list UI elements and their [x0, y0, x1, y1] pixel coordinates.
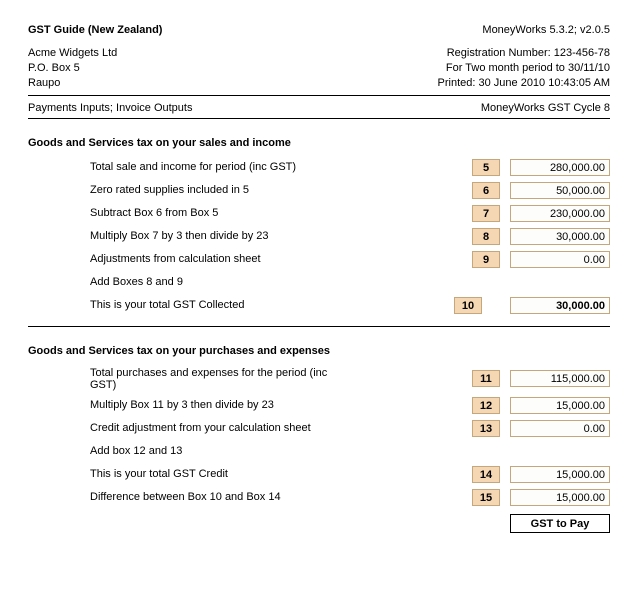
registration-number: Registration Number: 123-456-78: [438, 46, 610, 61]
header-info-row: Acme Widgets Ltd P.O. Box 5 Raupo Regist…: [28, 46, 610, 91]
divider: [28, 95, 610, 96]
box-value: 15,000.00: [510, 466, 610, 483]
box-value: 30,000.00: [510, 297, 610, 314]
result-box: GST to Pay: [510, 514, 610, 533]
box-number: 9: [472, 251, 500, 268]
line-description: Add box 12 and 13: [28, 445, 348, 457]
box-value: 115,000.00: [510, 370, 610, 387]
printed-label: Printed: 30 June 2010 10:43:05 AM: [438, 76, 610, 91]
box-number: 11: [472, 370, 500, 387]
line-description: Difference between Box 10 and Box 14: [28, 491, 348, 503]
purchases-section-title: Goods and Services tax on your purchases…: [28, 345, 610, 357]
line-description: Adjustments from calculation sheet: [28, 253, 348, 265]
version-label: MoneyWorks 5.3.2; v2.0.5: [482, 24, 610, 36]
line-description: Zero rated supplies included in 5: [28, 184, 348, 196]
box-value: 0.00: [510, 251, 610, 268]
box-number: 15: [472, 489, 500, 506]
line-description: Multiply Box 7 by 3 then divide by 23: [28, 230, 348, 242]
box-number: 14: [472, 466, 500, 483]
box-number: 7: [472, 205, 500, 222]
form-line: Credit adjustment from your calculation …: [28, 420, 610, 437]
company-block: Acme Widgets Ltd P.O. Box 5 Raupo: [28, 46, 117, 91]
box-number: 13: [472, 420, 500, 437]
period-label: For Two month period to 30/11/10: [438, 61, 610, 76]
form-line: Total sale and income for period (inc GS…: [28, 159, 610, 176]
box-value: 280,000.00: [510, 159, 610, 176]
form-line: Zero rated supplies included in 5 6 50,000…: [28, 182, 610, 199]
box-value: 0.00: [510, 420, 610, 437]
basis-row: Payments Inputs; Invoice Outputs MoneyWo…: [28, 102, 610, 114]
form-line: Multiply Box 11 by 3 then divide by 23 12…: [28, 397, 610, 414]
line-description: Total sale and income for period (inc GS…: [28, 161, 348, 173]
box-value: 30,000.00: [510, 228, 610, 245]
line-description: Total purchases and expenses for the per…: [28, 367, 348, 391]
company-addr1: P.O. Box 5: [28, 61, 117, 76]
purchases-rows: Total purchases and expenses for the per…: [28, 367, 610, 506]
box-number: 8: [472, 228, 500, 245]
form-line: Add Boxes 8 and 9: [28, 274, 610, 291]
form-line: This is your total GST Collected 10 30,000…: [28, 297, 610, 314]
box-number: 6: [472, 182, 500, 199]
header-title-row: GST Guide (New Zealand) MoneyWorks 5.3.2…: [28, 24, 610, 36]
doc-title: GST Guide (New Zealand): [28, 24, 162, 36]
box-value: 15,000.00: [510, 489, 610, 506]
line-description: Multiply Box 11 by 3 then divide by 23: [28, 399, 348, 411]
form-line: Subtract Box 6 from Box 5 7 230,000.00: [28, 205, 610, 222]
form-line: Multiply Box 7 by 3 then divide by 23 8 30…: [28, 228, 610, 245]
box-number: 5: [472, 159, 500, 176]
company-addr2: Raupo: [28, 76, 117, 91]
divider: [28, 326, 610, 327]
line-description: This is your total GST Credit: [28, 468, 348, 480]
box-number: 12: [472, 397, 500, 414]
meta-block: Registration Number: 123-456-78 For Two …: [438, 46, 610, 91]
divider: [28, 118, 610, 119]
line-description: Add Boxes 8 and 9: [28, 276, 348, 288]
box-value: 15,000.00: [510, 397, 610, 414]
basis-right: MoneyWorks GST Cycle 8: [481, 102, 610, 114]
box-value: 230,000.00: [510, 205, 610, 222]
sales-rows: Total sale and income for period (inc GS…: [28, 159, 610, 314]
company-name: Acme Widgets Ltd: [28, 46, 117, 61]
form-line: Add box 12 and 13: [28, 443, 610, 460]
form-line: Difference between Box 10 and Box 14 15 15…: [28, 489, 610, 506]
footer-row: GST to Pay: [28, 514, 610, 533]
form-line: Total purchases and expenses for the per…: [28, 367, 610, 391]
sales-section-title: Goods and Services tax on your sales and…: [28, 137, 610, 149]
line-description: Subtract Box 6 from Box 5: [28, 207, 348, 219]
line-description: Credit adjustment from your calculation …: [28, 422, 348, 434]
form-line: This is your total GST Credit 14 15,000.00: [28, 466, 610, 483]
box-value: 50,000.00: [510, 182, 610, 199]
line-description: This is your total GST Collected: [28, 299, 348, 311]
box-number: 10: [454, 297, 482, 314]
form-line: Adjustments from calculation sheet 9 0.00: [28, 251, 610, 268]
basis-left: Payments Inputs; Invoice Outputs: [28, 102, 192, 114]
